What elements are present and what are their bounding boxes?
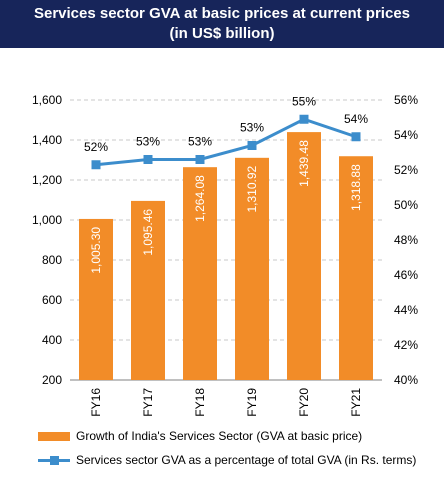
y-right-tick-label: 40% bbox=[394, 373, 418, 387]
legend-bar-swatch bbox=[38, 431, 70, 441]
line-value-label: 53% bbox=[136, 135, 160, 149]
y-right-tick-label: 48% bbox=[394, 233, 418, 247]
bar-value-label: 1,095.46 bbox=[141, 209, 155, 256]
line-marker bbox=[195, 155, 205, 164]
bar-value-label: 1,439.48 bbox=[297, 140, 311, 187]
chart-title-banner: Services sector GVA at basic prices at c… bbox=[0, 0, 444, 48]
legend-bar-label: Growth of India's Services Sector (GVA a… bbox=[76, 429, 363, 443]
y-right-tick-label: 44% bbox=[394, 303, 418, 317]
y-right-tick-label: 56% bbox=[394, 93, 418, 107]
bar-value-label: 1,005.30 bbox=[89, 227, 103, 274]
x-tick-label: FY19 bbox=[245, 388, 259, 417]
bar bbox=[339, 156, 373, 380]
chart-title: Services sector GVA at basic prices at c… bbox=[33, 5, 411, 22]
line-value-label: 54% bbox=[344, 112, 368, 126]
bar bbox=[235, 157, 269, 380]
y-left-tick-label: 600 bbox=[42, 293, 62, 307]
bar bbox=[131, 200, 165, 380]
line-series bbox=[95, 117, 357, 167]
bar bbox=[287, 132, 321, 380]
line-value-label: 52% bbox=[84, 140, 108, 154]
y-left-tick-label: 1,600 bbox=[32, 93, 62, 107]
bar bbox=[183, 167, 217, 380]
legend-item-line: Services sector GVA as a percentage of t… bbox=[38, 452, 416, 468]
legend-item-bar: Growth of India's Services Sector (GVA a… bbox=[38, 428, 362, 444]
y-left-tick-label: 400 bbox=[42, 333, 62, 347]
combo-chart: 200 400 600 800 1,000 1,200 1,400 1,600 40% 42% 44… bbox=[32, 93, 418, 417]
y-left-tick-label: 200 bbox=[42, 373, 62, 387]
y-left-tick-label: 1,000 bbox=[32, 213, 62, 227]
y-right-tick-label: 50% bbox=[394, 198, 418, 212]
x-tick-label: FY17 bbox=[141, 388, 155, 417]
line-marker bbox=[351, 132, 361, 142]
line-marker bbox=[91, 160, 101, 170]
x-tick-label: FY18 bbox=[193, 388, 207, 417]
y-right-tick-label: 42% bbox=[394, 338, 418, 352]
x-tick-label: FY16 bbox=[89, 388, 103, 417]
line-marker bbox=[299, 114, 309, 124]
bar-value-label: 1,264.08 bbox=[193, 175, 207, 222]
legend-line-label: Services sector GVA as a percentage of t… bbox=[76, 453, 417, 467]
line-value-label: 55% bbox=[292, 94, 316, 108]
y-left-tick-label: 1,400 bbox=[32, 133, 62, 147]
line-value-label: 53% bbox=[240, 121, 264, 135]
legend-line-swatch bbox=[38, 455, 70, 465]
chart-subtitle: (in US$ billion) bbox=[169, 25, 275, 42]
x-tick-label: FY20 bbox=[297, 388, 311, 417]
y-left-tick-label: 800 bbox=[42, 253, 62, 267]
bar bbox=[79, 218, 113, 380]
bar-value-label: 1,310.92 bbox=[245, 165, 259, 212]
y-right-tick-label: 46% bbox=[394, 268, 418, 282]
x-tick-label: FY21 bbox=[349, 388, 363, 417]
line-marker bbox=[143, 155, 153, 164]
y-right-tick-label: 54% bbox=[394, 128, 418, 142]
line-value-label: 53% bbox=[188, 135, 212, 149]
bar-value-label: 1,318.88 bbox=[349, 164, 363, 211]
line-marker bbox=[247, 141, 257, 150]
y-right-tick-label: 52% bbox=[394, 163, 418, 177]
y-left-tick-label: 1,200 bbox=[32, 173, 62, 187]
